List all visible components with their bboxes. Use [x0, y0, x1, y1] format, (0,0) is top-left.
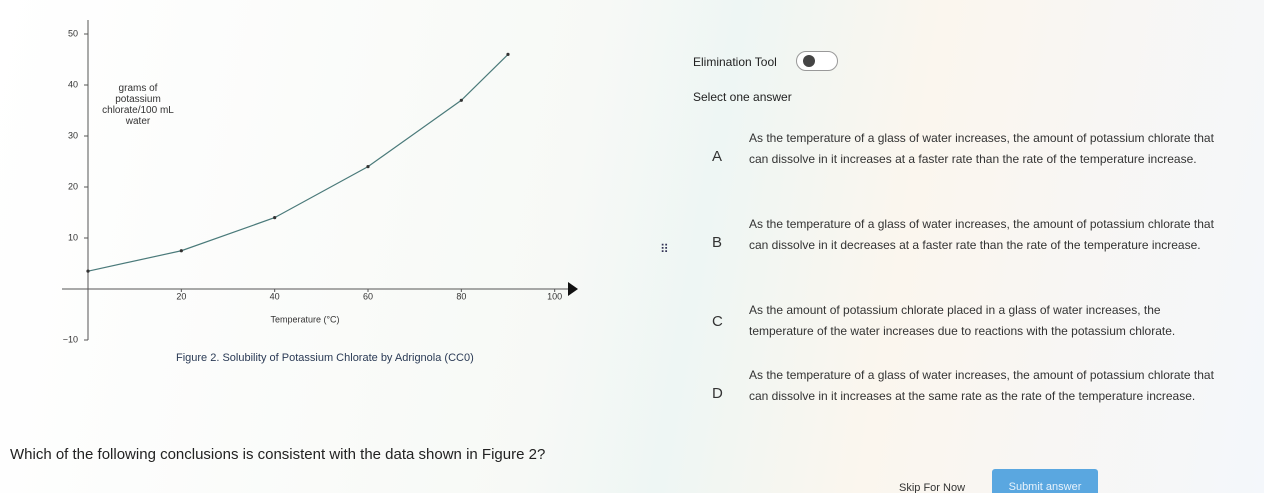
option-text[interactable]: As the temperature of a glass of water i…: [749, 217, 1214, 252]
toggle[interactable]: [796, 51, 838, 71]
option-text[interactable]: As the amount of potassium chlorate plac…: [749, 303, 1176, 338]
data-point: [459, 98, 463, 102]
x-tick-label: 40: [270, 291, 280, 301]
x-axis-label: Temperature (°C): [270, 314, 339, 324]
option-letter[interactable]: B: [712, 234, 723, 251]
option-letter[interactable]: A: [712, 148, 723, 165]
y-tick-label: −10: [63, 334, 78, 344]
data-point: [366, 165, 370, 169]
x-tick-label: 100: [547, 291, 562, 301]
y-tick-label: 50: [68, 28, 78, 38]
option-letter[interactable]: D: [712, 385, 723, 402]
chart: −10 10 20 30 40 50 20 40 60 80 100 Temperature (°C): [62, 20, 578, 344]
data-point: [506, 52, 510, 57]
y-tick-label: 40: [68, 79, 78, 89]
submit-button[interactable]: Submit answer: [992, 469, 1098, 493]
x-tick-label: 60: [363, 291, 373, 301]
skip-button[interactable]: Skip For Now: [899, 482, 966, 493]
tool-label: Elimination Tool: [693, 55, 777, 69]
drag-handle[interactable]: ⠿: [660, 242, 669, 256]
y-tick-label: 30: [68, 130, 78, 140]
y-tick-label: 20: [68, 181, 78, 191]
option-letter[interactable]: C: [712, 313, 723, 330]
y-axis-label: grams of potassium chlorate/100 mL water: [102, 83, 174, 127]
y-tick-label: 10: [68, 232, 78, 242]
option-text[interactable]: As the temperature of a glass of water i…: [749, 368, 1214, 403]
data-point: [86, 269, 90, 273]
question: Which of the following conclusions is co…: [10, 446, 546, 463]
data-point: [179, 249, 183, 253]
prompt: Select one answer: [693, 90, 792, 104]
option-text[interactable]: As the temperature of a glass of water i…: [749, 131, 1214, 166]
data-point: [273, 216, 277, 220]
x-tick-label: 20: [176, 291, 186, 301]
figure-caption: Figure 2. Solubility of Potassium Chlora…: [176, 352, 474, 364]
x-tick-label: 80: [456, 291, 466, 301]
x-axis-arrow: [568, 282, 578, 296]
data-line: [87, 53, 509, 272]
